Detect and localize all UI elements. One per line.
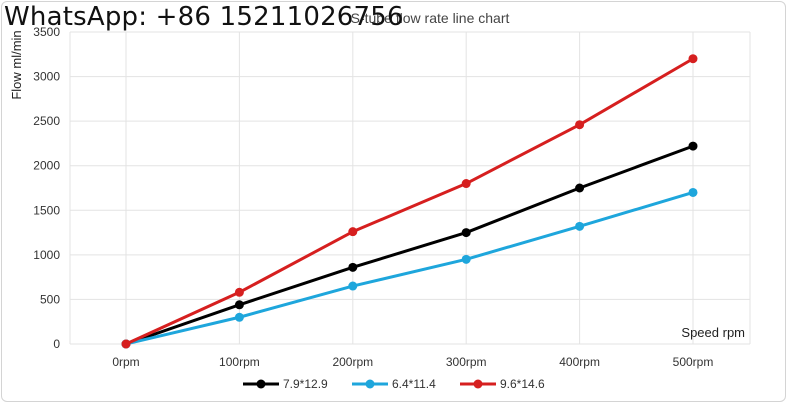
y-tick-labels: 0 500 1000 1500 2000 2500 3000 3500 <box>33 25 60 351</box>
legend-swatch-marker <box>256 379 266 389</box>
x-tick-label: 300rpm <box>446 355 487 369</box>
series-line <box>125 57 694 346</box>
series-0 <box>121 141 698 349</box>
x-tick-label: 400rpm <box>559 355 600 369</box>
data-point <box>234 312 244 322</box>
x-tick-label: 200rpm <box>332 355 373 369</box>
y-tick-label: 3000 <box>33 70 60 84</box>
data-point <box>461 228 471 238</box>
data-point <box>234 300 244 310</box>
data-point <box>121 339 131 349</box>
legend-label: 6.4*11.4 <box>392 377 436 391</box>
y-tick-label: 2000 <box>33 159 60 173</box>
x-tick-labels: 0rpm 100rpm 200rpm 300rpm 400rpm 500rpm <box>112 355 713 369</box>
series-line <box>125 144 694 346</box>
chart-title: S-tube flow rate line chart <box>351 10 510 26</box>
y-tick-label: 3500 <box>33 25 60 39</box>
data-point <box>575 120 585 130</box>
grid-lines <box>69 31 751 345</box>
legend: 7.9*12.9 6.4*11.4 9.6*14.6 <box>243 377 545 391</box>
y-tick-label: 1000 <box>33 248 60 262</box>
x-tick-label: 500rpm <box>673 355 714 369</box>
y-tick-label: 500 <box>40 292 60 306</box>
series-1 <box>121 187 698 349</box>
watermark-text: WhatsApp: +86 15211026756 <box>4 2 404 32</box>
y-tick-label: 2500 <box>33 114 60 128</box>
data-point <box>234 287 244 297</box>
legend-swatch-marker <box>473 379 483 389</box>
y-axis-label: Flow ml/min <box>9 30 24 99</box>
legend-label: 9.6*14.6 <box>500 377 545 391</box>
series-line <box>125 191 694 346</box>
series-2 <box>121 54 698 349</box>
y-tick-label: 1500 <box>33 203 60 217</box>
data-point <box>688 141 698 151</box>
data-point <box>461 179 471 189</box>
data-point <box>348 227 358 237</box>
legend-item: 6.4*11.4 <box>352 377 436 391</box>
data-point <box>688 187 698 197</box>
data-point <box>348 281 358 291</box>
x-tick-label: 100rpm <box>219 355 260 369</box>
data-point <box>575 221 585 231</box>
data-point <box>348 262 358 272</box>
legend-item: 7.9*12.9 <box>243 377 328 391</box>
legend-swatch-marker <box>365 379 375 389</box>
legend-item: 9.6*14.6 <box>460 377 545 391</box>
data-point <box>575 183 585 193</box>
y-tick-label: 0 <box>53 337 60 351</box>
x-tick-label: 0rpm <box>112 355 139 369</box>
x-axis-label: Speed rpm <box>681 325 745 340</box>
data-point <box>461 254 471 264</box>
data-point <box>688 54 698 64</box>
series-lines <box>121 54 698 349</box>
legend-label: 7.9*12.9 <box>283 377 328 391</box>
